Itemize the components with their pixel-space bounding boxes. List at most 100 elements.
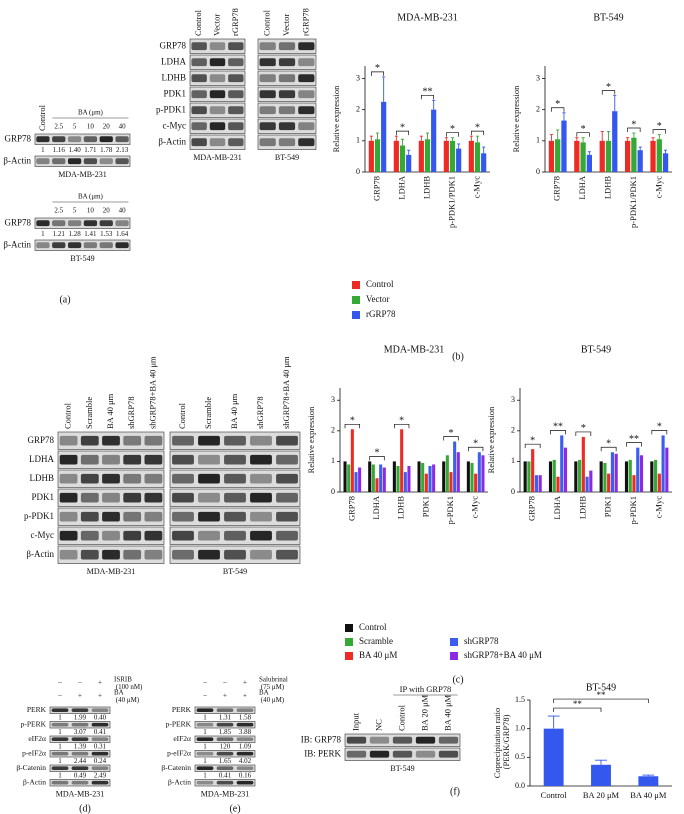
- y-axis-label: Relative expression: [511, 85, 521, 153]
- significance-bracket: [551, 107, 565, 112]
- blot-band: [115, 136, 129, 143]
- y-tick-label: 1.5: [515, 695, 525, 704]
- bar: [605, 140, 612, 172]
- row-label: PDK1: [31, 492, 54, 502]
- blot-band: [83, 136, 98, 143]
- blot-band: [91, 780, 109, 785]
- treatment-label: BA (μm): [78, 193, 104, 201]
- treatment-sign: –: [77, 679, 82, 687]
- bar: [656, 139, 662, 172]
- legend-label: Control: [366, 279, 394, 289]
- blot-band: [52, 158, 66, 165]
- blot-band: [91, 751, 109, 756]
- band-quant: 3.88: [239, 728, 252, 736]
- lane-label: Control: [63, 402, 73, 429]
- treatment-label: Salubrinal (75 μM): [259, 675, 288, 691]
- significance-label: **: [423, 87, 433, 98]
- band-quant: 1.64: [116, 230, 129, 238]
- row-label: LDHA: [161, 56, 186, 66]
- treatment-sign: +: [243, 692, 247, 700]
- blot-band: [259, 138, 276, 147]
- y-tick-label: 0.0: [515, 781, 525, 790]
- y-tick-label: 3: [511, 395, 515, 404]
- significance-label: *: [606, 439, 611, 450]
- band-quant: 1: [41, 146, 45, 154]
- blot-band: [228, 42, 244, 51]
- legend-swatch: [352, 281, 360, 289]
- blot-band: [36, 158, 50, 165]
- significance-label: *: [400, 122, 405, 133]
- significance-bracket: [468, 446, 484, 452]
- bar: [581, 436, 585, 492]
- blot-band: [67, 136, 82, 143]
- blot-band: [298, 138, 315, 147]
- band-quant: 1.65: [219, 757, 232, 765]
- bar: [632, 475, 636, 492]
- blot-band: [115, 220, 129, 227]
- chart-title: BT-549: [586, 682, 616, 693]
- bar: [456, 148, 462, 172]
- blot-band: [144, 473, 163, 484]
- blot-band: [71, 722, 89, 727]
- blot-band: [52, 136, 66, 143]
- blot-band: [52, 242, 66, 249]
- blot-band: [236, 708, 254, 713]
- band-quant: 1: [58, 742, 62, 750]
- bar: [381, 101, 387, 172]
- band-quant: 1.40: [68, 146, 81, 154]
- blot-band: [144, 492, 163, 503]
- band-quant: 1: [203, 728, 207, 736]
- row-label: GRP78: [4, 217, 31, 227]
- blot-band: [198, 454, 220, 465]
- blot-band: [123, 435, 142, 446]
- bar: [538, 475, 542, 492]
- blot-band: [250, 530, 272, 541]
- blot-band: [276, 454, 298, 465]
- blot-band: [224, 492, 246, 503]
- blot-band: [228, 138, 244, 147]
- blot-band: [102, 549, 120, 560]
- lane-label: shGRP78: [126, 396, 136, 429]
- blot-band: [346, 750, 367, 758]
- blot-band: [144, 435, 163, 446]
- blot-band: [438, 750, 459, 758]
- bar: [368, 140, 374, 172]
- blot-strip: [34, 217, 131, 229]
- bar: [477, 452, 481, 492]
- bar: [638, 776, 659, 786]
- y-axis-label: Relative expression: [331, 85, 341, 153]
- significance-bracket: [445, 132, 460, 137]
- blot-band: [209, 122, 226, 131]
- row-label: eIF2α: [28, 734, 46, 743]
- blot-band: [392, 736, 413, 744]
- significance-label: **: [553, 422, 563, 433]
- blot-band: [67, 242, 82, 249]
- lane-label: BA 20 μM: [419, 694, 429, 731]
- band-quant: 1: [41, 230, 45, 238]
- blot-band: [51, 780, 69, 785]
- bar: [347, 464, 351, 492]
- bar: [612, 111, 618, 172]
- blot-band: [51, 722, 69, 727]
- blot-band: [123, 549, 142, 560]
- blot-band: [298, 122, 315, 131]
- lane-label: Input: [350, 712, 360, 731]
- blot-band: [298, 106, 315, 115]
- blot-band: [224, 549, 246, 560]
- blot-band: [191, 90, 207, 99]
- bar: [527, 461, 531, 492]
- blot-band: [123, 454, 142, 465]
- bar: [466, 461, 470, 492]
- blot-caption: BT-549: [390, 764, 414, 773]
- band-quant: 1.85: [219, 728, 232, 736]
- row-label: GRP78: [4, 133, 31, 143]
- x-tick-label: PDK1: [420, 496, 430, 517]
- blot-band: [59, 511, 78, 522]
- bar: [431, 109, 437, 172]
- lane-label: shGRP78+BA 40 μm: [147, 356, 157, 429]
- blot-band: [80, 454, 99, 465]
- significance-bracket: [575, 431, 592, 436]
- blot-band: [115, 158, 129, 165]
- bar: [599, 461, 603, 492]
- band-quant: 4.02: [239, 757, 252, 765]
